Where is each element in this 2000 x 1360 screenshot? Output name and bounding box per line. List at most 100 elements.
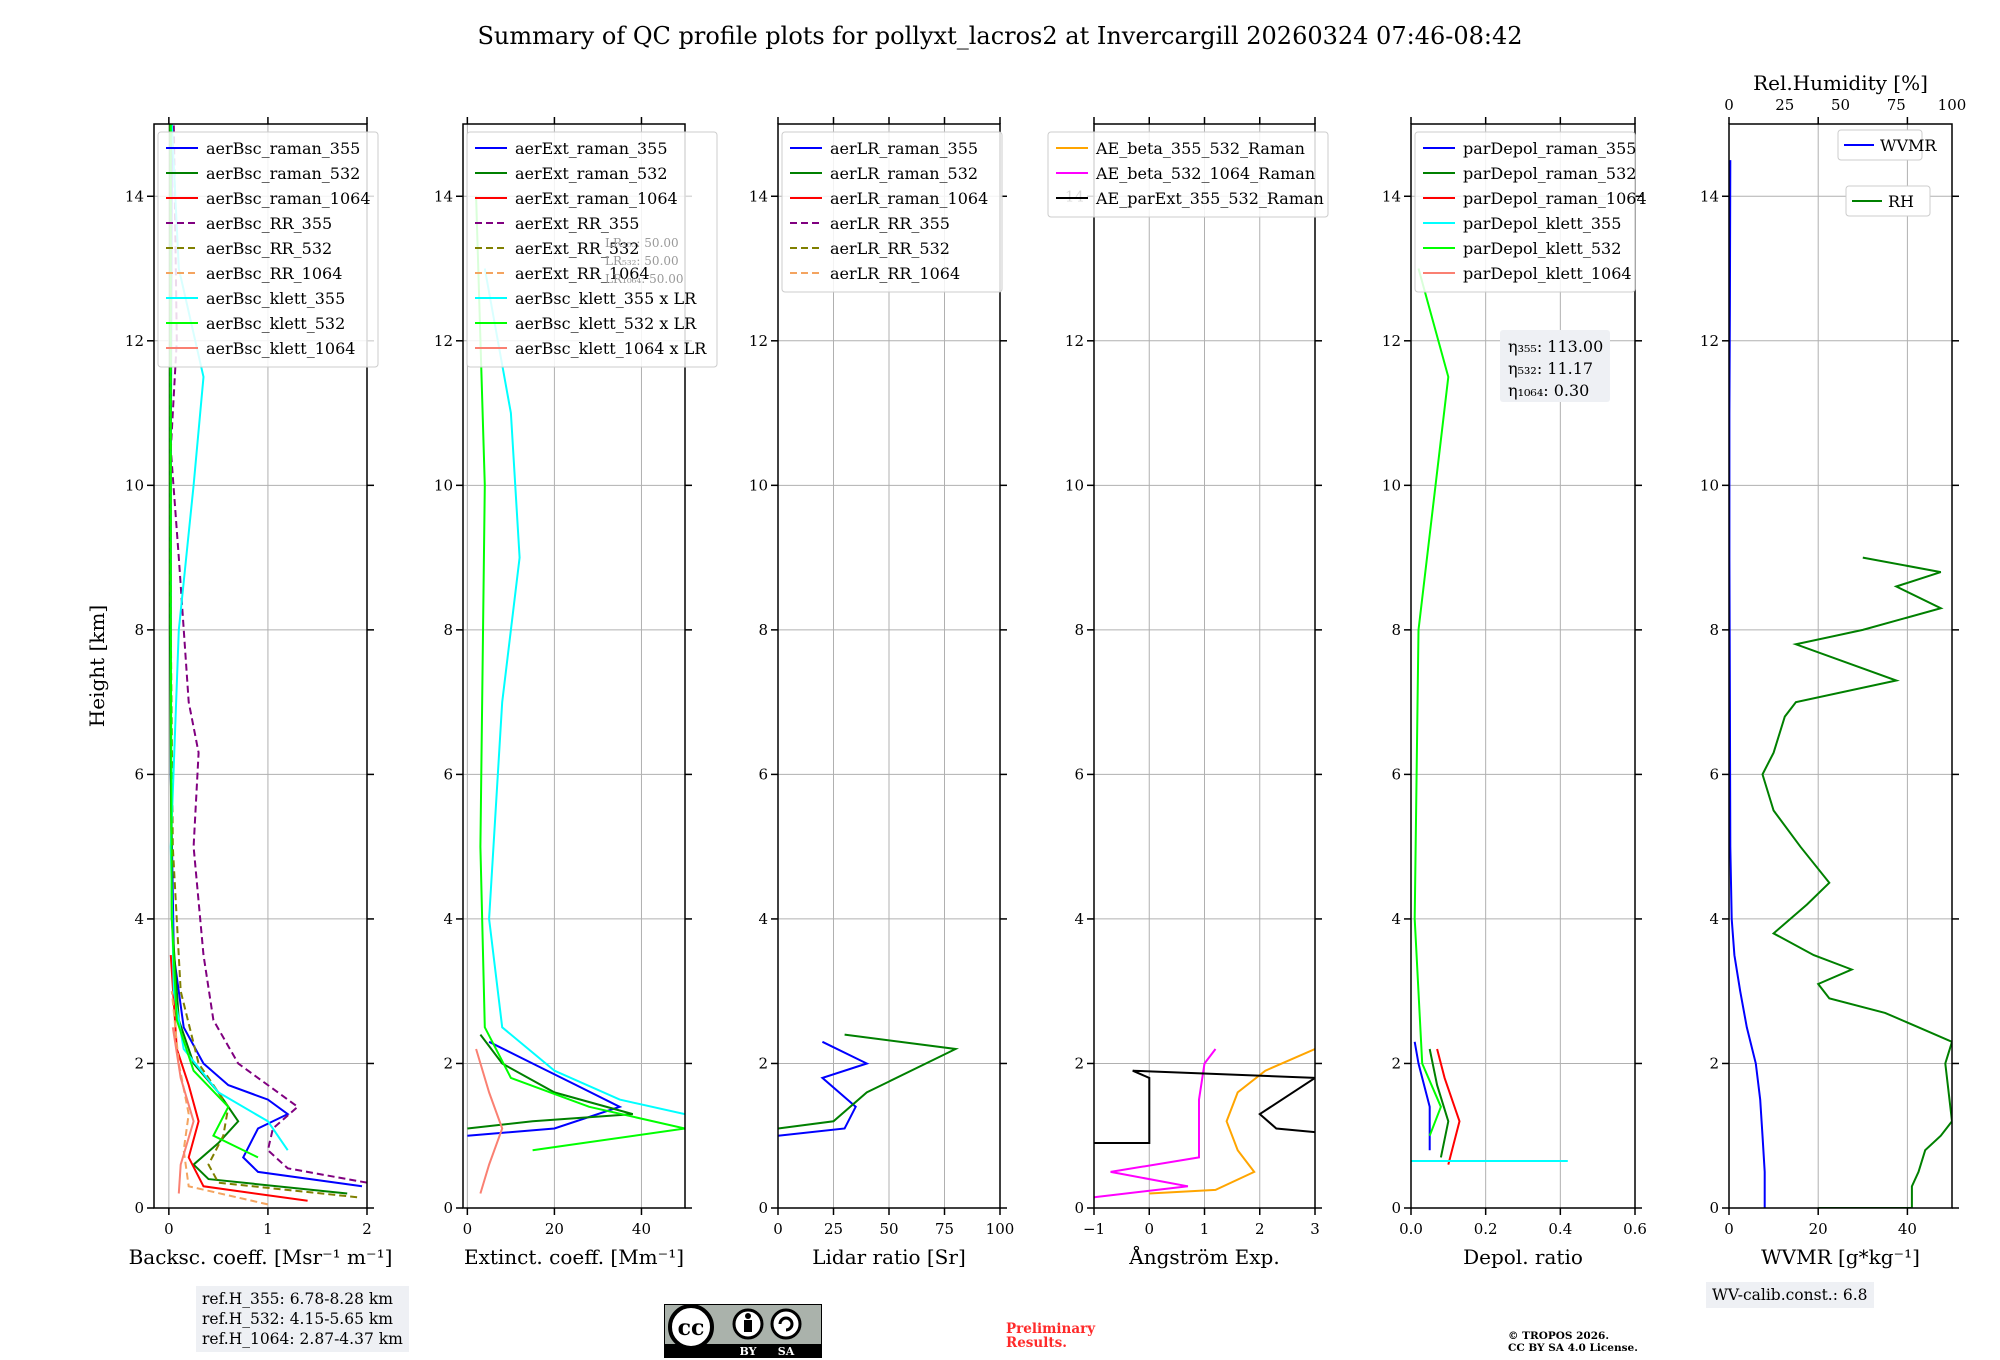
y-tick-label: 2 <box>1709 1054 1719 1072</box>
legend-label: aerLR_raman_532 <box>830 164 978 183</box>
y-tick-label: 0 <box>1074 1199 1084 1217</box>
x-tick-label: −1 <box>1083 1220 1105 1238</box>
legend: WVMR RH <box>1837 129 1937 217</box>
eta-box <box>1500 330 1610 402</box>
copyright-note: © TROPOS 2026. CC BY SA 4.0 License. <box>1508 1330 1638 1354</box>
y-tick-label: 14 <box>125 187 144 205</box>
x-tick-label: 1 <box>263 1220 273 1238</box>
top-x-tick-label: 50 <box>1831 96 1850 114</box>
series-line-aerBsc_RR_1064 <box>170 991 269 1206</box>
series-line-aerBsc_klett_532 x LR <box>475 196 685 1152</box>
copyright-line-1: © TROPOS 2026. <box>1508 1330 1610 1342</box>
legend-label: aerLR_RR_532 <box>830 239 950 258</box>
preliminary-note: Preliminary Results. <box>1006 1322 1095 1350</box>
x-axis-label: Depol. ratio <box>1463 1245 1583 1269</box>
axes-frame <box>1728 123 1953 1209</box>
x-tick-label: 2 <box>1255 1220 1265 1238</box>
legend-box <box>1414 131 1636 293</box>
y-tick-label: 12 <box>1700 332 1719 350</box>
y-tick-label: 10 <box>1700 476 1719 494</box>
x-tick-label: 50 <box>879 1220 898 1238</box>
axes-frame <box>153 123 368 1209</box>
cc-by-label: BY <box>740 1345 757 1358</box>
x-tick-label: 0 <box>164 1220 174 1238</box>
preliminary-line-2: Results. <box>1006 1335 1067 1351</box>
series-line-aerLR_raman_355 <box>778 1040 870 1137</box>
series-line-AE_beta_355_532_Raman <box>1149 1048 1315 1195</box>
x-axis-label: WVMR [g*kg⁻¹] <box>1761 1245 1920 1269</box>
y-tick-label: 0 <box>1709 1199 1719 1217</box>
y-tick-label: 6 <box>1709 765 1719 783</box>
y-tick-label: 8 <box>443 621 453 639</box>
profile-panel-3: 0 25 50 75 100 0 2 4 6 8 10 12 14 Lidar ratio [Sr] aer… <box>749 117 1014 1269</box>
y-tick-label: 14 <box>1382 187 1401 205</box>
legend: parDepol_raman_355 parDepol_raman_532 parD… <box>1414 131 1647 293</box>
y-tick-label: 4 <box>1391 910 1401 928</box>
ref-height-1064: ref.H_1064: 2.87-4.37 km <box>202 1330 403 1348</box>
legend-label: aerBsc_RR_1064 <box>206 264 342 283</box>
x-tick-label: 25 <box>824 1220 843 1238</box>
legend-label: parDepol_raman_1064 <box>1463 189 1647 208</box>
y-tick-label: 4 <box>1709 910 1719 928</box>
y-tick-label: 0 <box>134 1199 144 1217</box>
y-tick-label: 8 <box>758 621 768 639</box>
series-line-aerBsc_RR_355 <box>169 124 367 1184</box>
series-line-aerBsc_klett_532 <box>169 124 259 1159</box>
axes-frame <box>1410 123 1636 1209</box>
y-tick-label: 4 <box>443 910 453 928</box>
y-tick-label: 2 <box>134 1054 144 1072</box>
y-tick-label: 0 <box>1391 1199 1401 1217</box>
eta-value: η₃₅₅: 113.00 <box>1508 337 1603 356</box>
series-group <box>467 196 685 1194</box>
axes-frame <box>462 123 686 1209</box>
profile-panel-6: 0 20 40 0 2 4 6 8 10 12 14 WVMR [g*kg⁻¹] 0 25 50 75 100 R… <box>1700 71 1966 1269</box>
plot-area <box>1729 124 1952 1208</box>
legend: aerBsc_raman_355 aerBsc_raman_532 aerBsc_r… <box>157 131 379 368</box>
profile-panel-5: 0.0 0.2 0.4 0.6 0 2 4 6 8 10 12 14 Depol. ratio parDe… <box>1382 117 1647 1269</box>
y-tick-label: 10 <box>125 476 144 494</box>
series-line-parDepol_raman_1064 <box>1436 1048 1461 1165</box>
legend-box <box>781 131 1003 293</box>
y-tick-label: 2 <box>1391 1054 1401 1072</box>
x-axis-label: Backsc. coeff. [Msr⁻¹ m⁻¹] <box>129 1245 393 1269</box>
x-axis-label: Extinct. coeff. [Mm⁻¹] <box>464 1245 684 1269</box>
y-tick-label: 6 <box>443 765 453 783</box>
y-tick-label: 6 <box>758 765 768 783</box>
y-tick-label: 10 <box>434 476 453 494</box>
y-tick-label: 2 <box>758 1054 768 1072</box>
figure-title: Summary of QC profile plots for pollyxt_… <box>477 22 1523 50</box>
reference-lr-value: LR₃₅₅: 50.00 <box>605 236 679 250</box>
legend-label: WVMR <box>1880 136 1937 155</box>
legend-label: aerLR_raman_1064 <box>830 189 988 208</box>
legend-label: aerBsc_klett_355 x LR <box>515 289 697 308</box>
series-line-parDepol_klett_532 <box>1413 268 1450 1137</box>
plot-area <box>1411 124 1635 1208</box>
x-tick-label: 2 <box>362 1220 372 1238</box>
x-axis-label: Lidar ratio [Sr] <box>812 1245 966 1269</box>
profile-panel-4: −1012302468101214Ångström Exp.AE_beta_35… <box>1047 117 1329 1269</box>
series-line-aerExt_raman_355 <box>467 1040 623 1137</box>
y-tick-label: 2 <box>443 1054 453 1072</box>
x-tick-label: 0 <box>1144 1220 1154 1238</box>
top-x-tick-label: 75 <box>1887 96 1906 114</box>
y-tick-label: 6 <box>134 765 144 783</box>
y-tick-label: 2 <box>1074 1054 1084 1072</box>
legend-label: aerBsc_klett_1064 <box>206 339 355 358</box>
series-group <box>168 124 367 1206</box>
legend-label: parDepol_klett_355 <box>1463 214 1621 233</box>
cc-license-badge-icon[interactable]: cc BY SA <box>664 1304 822 1358</box>
cc-letters: cc <box>678 1315 705 1341</box>
x-tick-label: 20 <box>545 1220 564 1238</box>
legend-label: aerLR_RR_1064 <box>830 264 960 283</box>
y-tick-label: 8 <box>1391 621 1401 639</box>
y-tick-label: 12 <box>1382 332 1401 350</box>
series-group <box>778 1033 960 1137</box>
legend-label: aerExt_RR_532 <box>515 239 639 258</box>
x-tick-label: 75 <box>935 1220 954 1238</box>
series-group <box>1411 268 1568 1165</box>
legend-label: AE_parExt_355_532_Raman <box>1095 189 1324 208</box>
legend-label: aerExt_raman_355 <box>515 139 668 158</box>
y-tick-label: 10 <box>1382 476 1401 494</box>
legend-label: aerExt_raman_1064 <box>515 189 678 208</box>
